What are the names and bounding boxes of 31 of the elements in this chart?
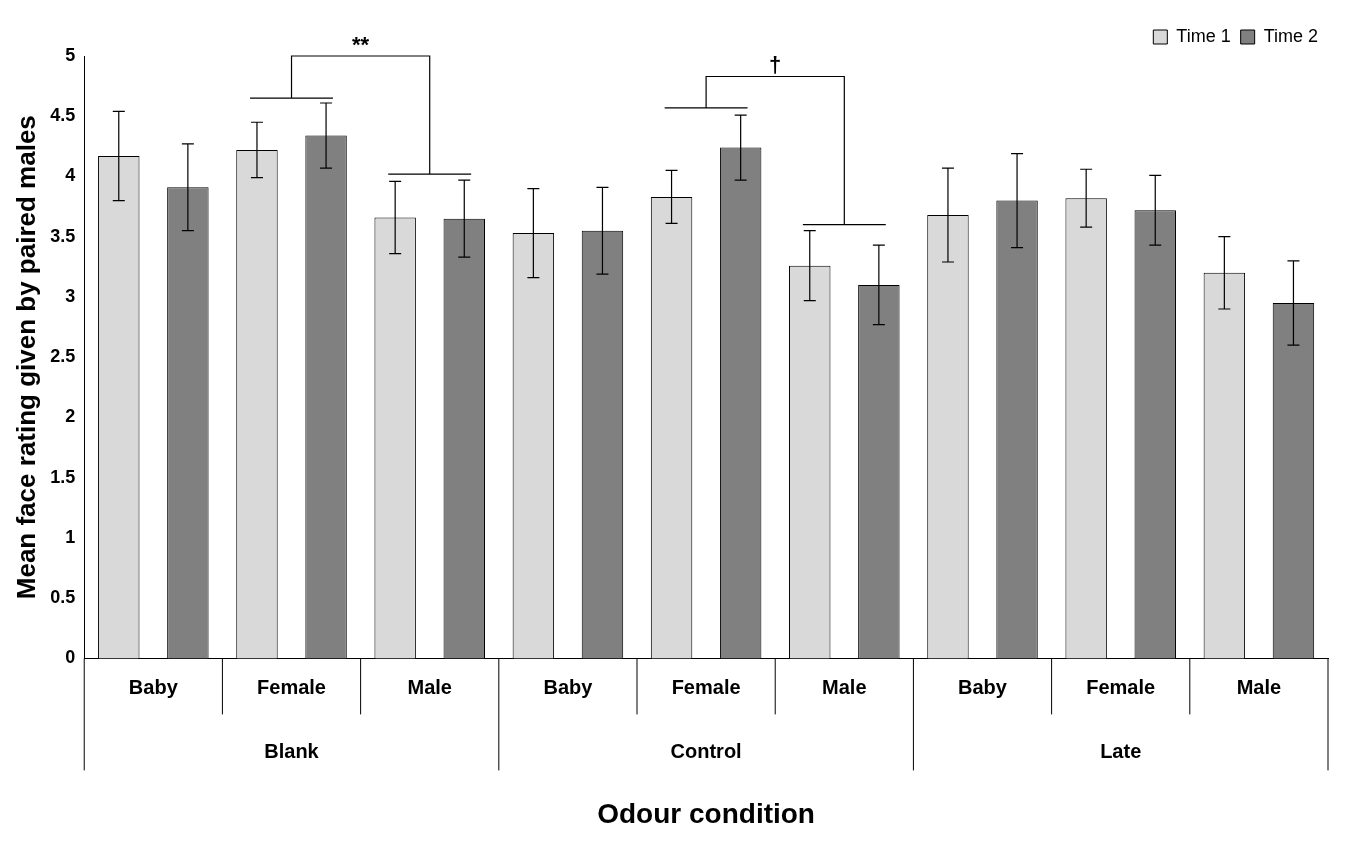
y-tick-label: 2 [65, 406, 76, 427]
annotation: ** [352, 32, 370, 57]
y-tick-label: 4.5 [50, 105, 76, 126]
legend-label: Time 1 [1176, 25, 1231, 46]
significance-bracket: ** [249, 32, 472, 175]
text: Blank [264, 739, 320, 762]
legend-label: Time 2 [1263, 25, 1318, 46]
y-tick-label: 2.5 [50, 346, 76, 367]
y-tick-label: 4 [65, 165, 76, 186]
y-tick-label: 5 [65, 44, 76, 65]
text: Control [670, 739, 742, 762]
x-tick-label: Baby [958, 675, 1008, 698]
x-tick-label: Female [257, 675, 326, 698]
y-axis-title: Mean face rating given by paired males [10, 115, 41, 600]
x-tick-label: Female [1086, 675, 1156, 698]
x-tick-label: Baby [543, 675, 594, 698]
x-tick-label: Male [822, 675, 867, 698]
annotation: † [769, 52, 782, 78]
y-tick-label: 1.5 [50, 466, 76, 487]
y-tick-label: 3 [65, 285, 76, 306]
x-tick-label: Male [1236, 675, 1282, 698]
x-tick-label: Male [407, 675, 452, 698]
y-tick-label: 0 [65, 647, 76, 668]
x-tick-label: Female [671, 675, 741, 698]
y-tick-label: 1 [65, 526, 76, 547]
significance-bracket: † [664, 52, 887, 226]
x-tick-label: Baby [128, 675, 179, 698]
y-tick-label: 3.5 [50, 225, 76, 246]
y-tick-label: 0.5 [50, 587, 76, 608]
text: Late [1100, 739, 1142, 762]
x-axis-title: Odour condition [597, 797, 815, 829]
